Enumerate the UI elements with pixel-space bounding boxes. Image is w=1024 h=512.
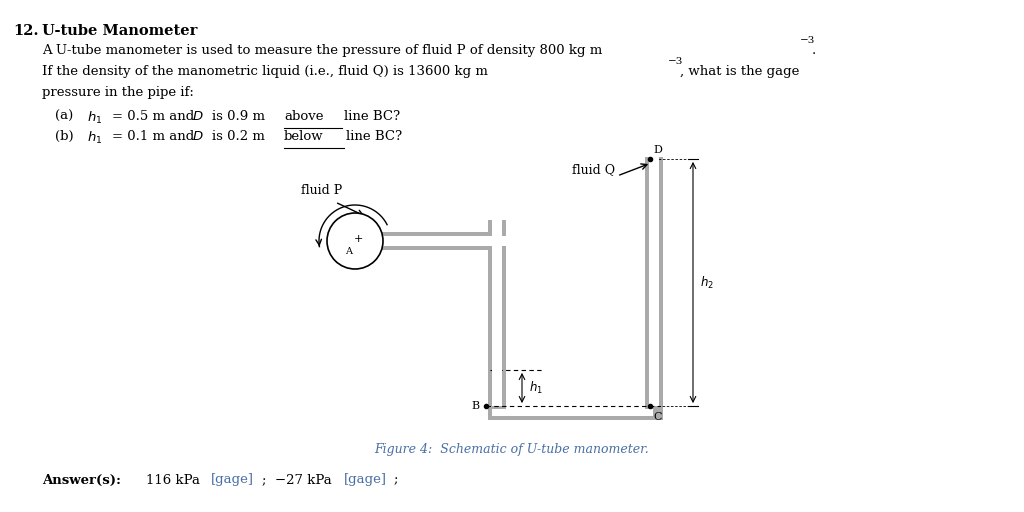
Text: (b): (b)	[55, 130, 74, 143]
Text: below: below	[284, 130, 324, 143]
Text: 12.: 12.	[13, 24, 39, 38]
Text: $h_1$: $h_1$	[87, 110, 102, 126]
Text: $h_2$: $h_2$	[700, 274, 714, 290]
Text: Answer(s):: Answer(s):	[42, 474, 121, 486]
Text: line BC?: line BC?	[344, 110, 400, 123]
Text: $h_1$: $h_1$	[87, 130, 102, 146]
Text: $D$: $D$	[193, 130, 204, 143]
Text: pressure in the pipe if:: pressure in the pipe if:	[42, 86, 194, 99]
Bar	[382, 236, 506, 246]
Text: +: +	[353, 234, 362, 244]
Text: .: .	[812, 44, 816, 57]
Text: −3: −3	[800, 36, 815, 45]
Text: 116 kPa: 116 kPa	[146, 474, 204, 486]
Text: fluid Q: fluid Q	[571, 163, 615, 177]
Text: A: A	[345, 246, 352, 255]
Text: , what is the gage: , what is the gage	[680, 65, 800, 78]
Text: −3: −3	[668, 57, 683, 66]
Bar	[492, 409, 653, 416]
Text: C: C	[653, 412, 662, 422]
Bar	[492, 220, 502, 406]
Text: [gage]: [gage]	[344, 474, 387, 486]
Bar	[382, 232, 506, 250]
Text: ;: ;	[394, 474, 398, 486]
Text: Figure 4:  Schematic of U-tube manometer.: Figure 4: Schematic of U-tube manometer.	[375, 443, 649, 457]
Text: B: B	[472, 401, 480, 411]
Bar	[645, 157, 663, 420]
Text: is 0.9 m: is 0.9 m	[212, 110, 265, 123]
Text: line BC?: line BC?	[346, 130, 402, 143]
Bar	[488, 410, 663, 420]
Text: A U-tube manometer is used to measure the pressure of fluid P of density 800 kg : A U-tube manometer is used to measure th…	[42, 44, 602, 57]
Text: $D$: $D$	[193, 110, 204, 123]
Text: $h_1$: $h_1$	[529, 380, 543, 396]
Text: = 0.1 m and: = 0.1 m and	[112, 130, 195, 143]
Text: above: above	[284, 110, 324, 123]
Circle shape	[327, 213, 383, 269]
Text: U-tube Manometer: U-tube Manometer	[42, 24, 198, 38]
Bar	[488, 220, 506, 420]
Text: fluid P: fluid P	[301, 183, 343, 197]
Text: (a): (a)	[55, 110, 74, 123]
Text: D: D	[653, 145, 662, 155]
Text: ;  −27 kPa: ; −27 kPa	[262, 474, 336, 486]
Text: If the density of the manometric liquid (i.e., fluid Q) is 13600 kg m: If the density of the manometric liquid …	[42, 65, 487, 78]
Text: [gage]: [gage]	[211, 474, 254, 486]
Bar	[649, 157, 659, 406]
Text: is 0.2 m: is 0.2 m	[212, 130, 265, 143]
Text: = 0.5 m and: = 0.5 m and	[112, 110, 195, 123]
